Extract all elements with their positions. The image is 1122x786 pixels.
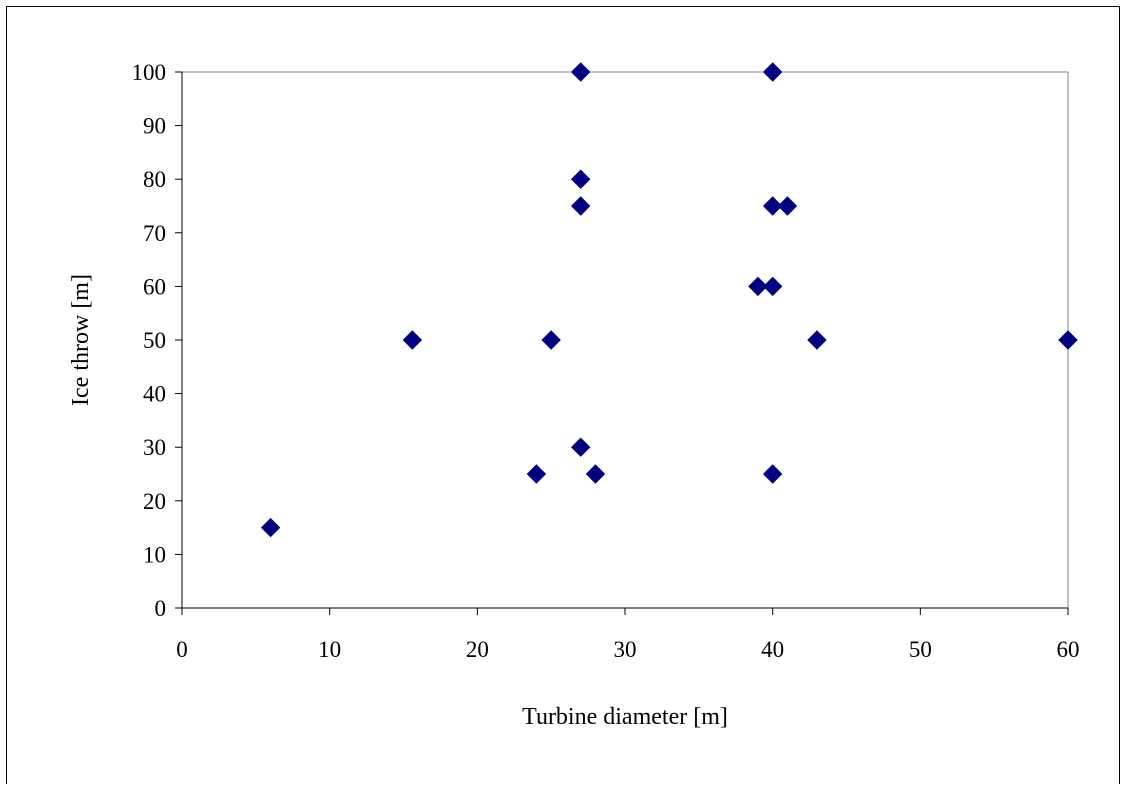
y-tick-label: 20	[143, 489, 166, 514]
data-point-marker	[541, 330, 561, 350]
x-tick-label: 20	[466, 637, 489, 662]
data-point-marker	[1058, 330, 1078, 350]
y-axis-title: Ice throw [m]	[68, 274, 94, 406]
y-tick-label: 0	[155, 596, 167, 621]
y-tick-label: 90	[143, 114, 166, 139]
x-tick-label: 10	[318, 637, 341, 662]
chart-frame	[6, 6, 1120, 784]
y-tick-label: 60	[143, 274, 166, 299]
y-tick-label: 70	[143, 221, 166, 246]
y-tick-label: 30	[143, 435, 166, 460]
plot-area	[181, 71, 1069, 609]
data-point-marker	[762, 276, 783, 297]
data-point-marker	[748, 276, 768, 297]
x-tick-label: 50	[909, 637, 932, 662]
x-tick-label: 40	[761, 637, 784, 662]
data-point-marker	[585, 464, 606, 484]
data-point-marker	[402, 330, 423, 350]
y-tick-label: 50	[143, 328, 166, 353]
y-tick-label: 100	[132, 60, 167, 85]
data-point-marker	[570, 169, 591, 189]
data-point-marker	[777, 196, 798, 216]
x-tick-label: 30	[614, 637, 637, 662]
y-ticks: 0 10 20 30 40 50 60 70 80 90 100	[132, 60, 182, 621]
data-point-marker	[762, 62, 783, 82]
data-points	[260, 62, 1078, 538]
data-point-marker	[526, 464, 547, 484]
x-axis-title: Turbine diameter [m]	[522, 704, 728, 730]
y-tick-label: 80	[143, 167, 166, 192]
data-point-marker	[762, 464, 783, 484]
y-tick-label: 10	[143, 542, 166, 567]
data-point-marker	[570, 437, 591, 457]
x-ticks: 0 10 20 30 40 50 60	[176, 608, 1080, 662]
data-point-marker	[762, 196, 783, 216]
data-point-marker	[570, 62, 591, 82]
x-tick-label: 0	[176, 637, 188, 662]
y-tick-label: 40	[143, 382, 166, 407]
x-tick-label: 60	[1057, 637, 1080, 662]
data-point-marker	[807, 330, 827, 350]
data-point-marker	[570, 196, 591, 216]
data-point-marker	[260, 517, 281, 538]
